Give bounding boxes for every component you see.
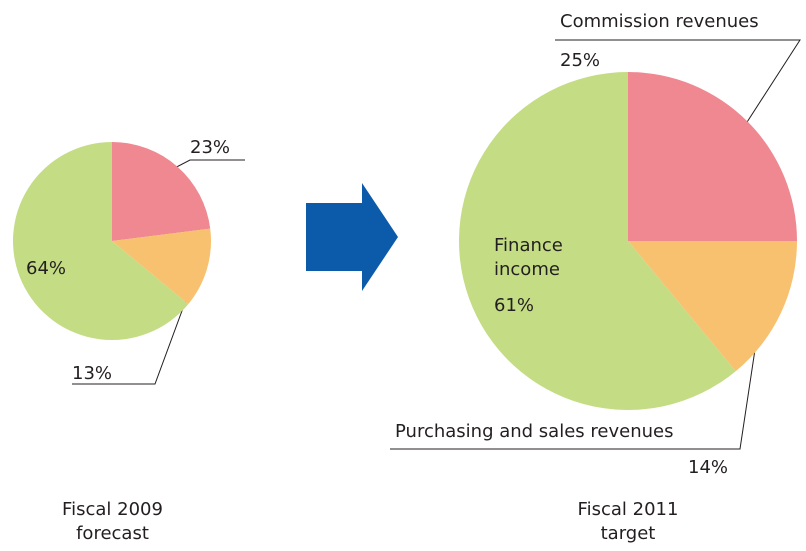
category-label: Finance income: [494, 235, 563, 280]
pie-slice: [459, 72, 736, 411]
pie-slice: [628, 72, 797, 241]
pie-slice: [628, 241, 797, 372]
category-label: Purchasing and sales revenues: [395, 421, 674, 442]
value-label: 61%: [494, 295, 535, 316]
pie-slice: [112, 142, 211, 241]
value-label: 23%: [190, 137, 231, 158]
pie-slice: [112, 228, 211, 305]
value-label: 64%: [26, 258, 67, 279]
chart-title: Fiscal 2011 target: [577, 499, 679, 544]
value-label: 13%: [72, 363, 113, 384]
pie-slice: [13, 142, 189, 340]
leader-line: [555, 39, 801, 134]
value-label: 25%: [560, 50, 601, 71]
category-label: Commission revenues: [560, 11, 759, 32]
arrow: [306, 183, 398, 291]
chart-title: Fiscal 2009 forecast: [62, 499, 163, 544]
value-label: 14%: [688, 457, 729, 478]
